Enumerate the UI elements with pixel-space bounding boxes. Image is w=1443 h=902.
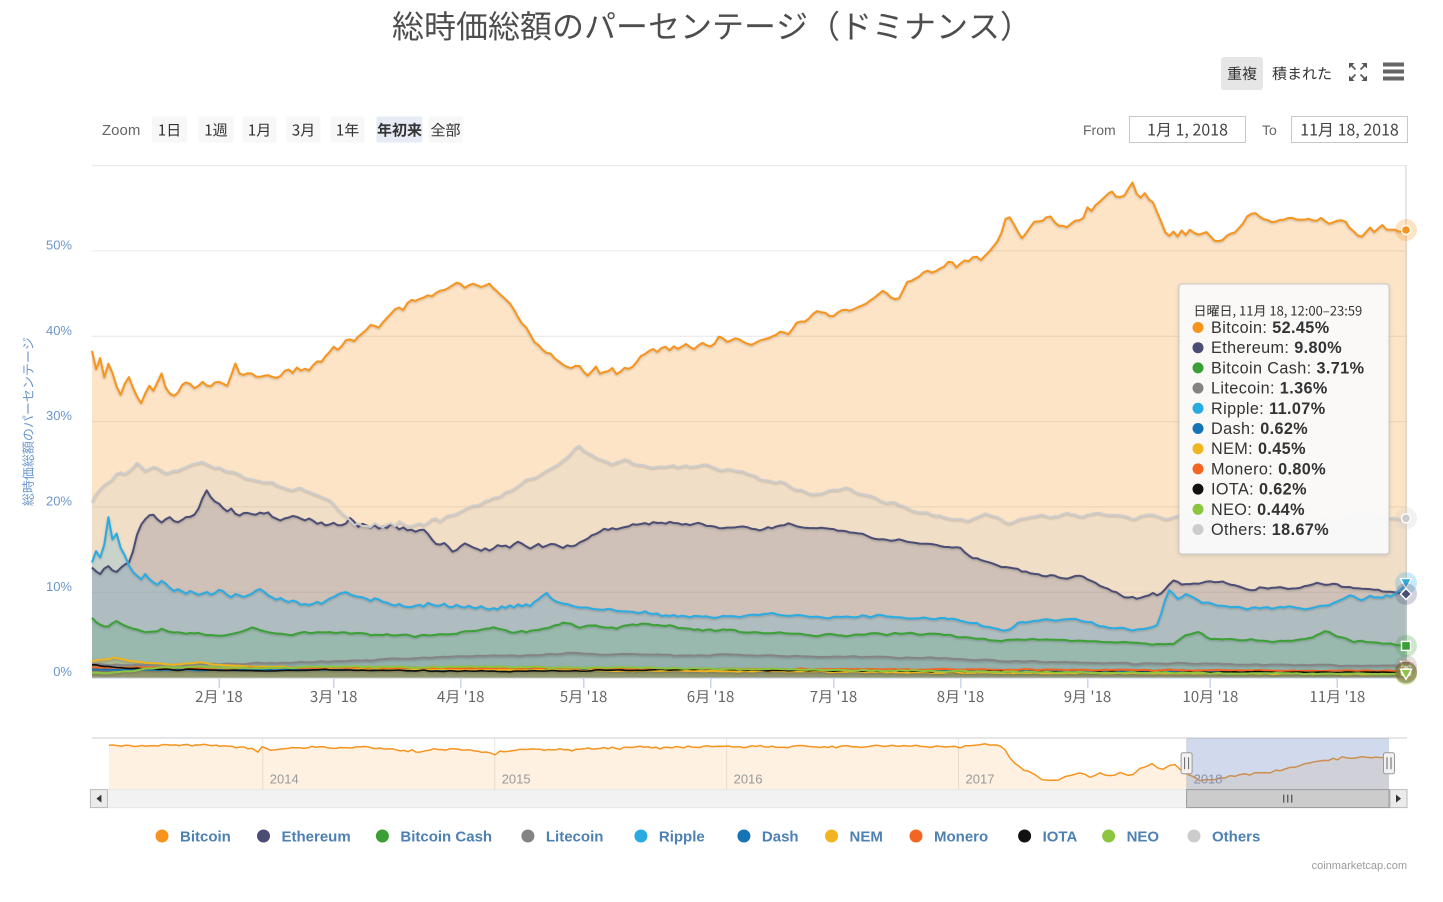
svg-text:Litecoin: 1.36%: Litecoin: 1.36% xyxy=(1211,380,1328,398)
svg-text:Dash: Dash xyxy=(762,829,799,846)
svg-text:0%: 0% xyxy=(53,664,72,679)
svg-text:20%: 20% xyxy=(46,493,72,508)
svg-text:NEO: 0.44%: NEO: 0.44% xyxy=(1211,501,1305,519)
svg-text:Ethereum: 9.80%: Ethereum: 9.80% xyxy=(1211,339,1342,357)
svg-text:Zoom: Zoom xyxy=(102,122,140,139)
svg-text:2015: 2015 xyxy=(502,772,531,787)
svg-text:From: From xyxy=(1083,122,1116,138)
svg-text:Dash: 0.62%: Dash: 0.62% xyxy=(1211,420,1308,438)
svg-text:50%: 50% xyxy=(46,237,72,252)
svg-text:40%: 40% xyxy=(46,323,72,338)
svg-text:Ethereum: Ethereum xyxy=(282,829,351,846)
svg-text:Bitcoin Cash: 3.71%: Bitcoin Cash: 3.71% xyxy=(1211,359,1364,377)
svg-text:2018: 2018 xyxy=(1194,772,1223,787)
svg-text:Others: Others xyxy=(1212,829,1260,846)
svg-text:IOTA: IOTA xyxy=(1043,829,1078,846)
svg-text:Bitcoin: Bitcoin xyxy=(180,829,231,846)
svg-text:Ripple: 11.07%: Ripple: 11.07% xyxy=(1211,400,1326,418)
svg-text:Bitcoin: 52.45%: Bitcoin: 52.45% xyxy=(1211,319,1330,337)
svg-text:NEM: 0.45%: NEM: 0.45% xyxy=(1211,440,1306,458)
svg-text:Ripple: Ripple xyxy=(659,829,705,846)
svg-text:coinmarketcap.com: coinmarketcap.com xyxy=(1312,860,1407,872)
svg-text:To: To xyxy=(1262,122,1277,138)
svg-text:Monero: 0.80%: Monero: 0.80% xyxy=(1211,460,1326,478)
svg-text:Monero: Monero xyxy=(934,829,988,846)
svg-text:10%: 10% xyxy=(46,579,72,594)
svg-text:Bitcoin Cash: Bitcoin Cash xyxy=(400,829,492,846)
svg-text:NEM: NEM xyxy=(850,829,883,846)
svg-text:2014: 2014 xyxy=(270,772,299,787)
svg-text:Others: 18.67%: Others: 18.67% xyxy=(1211,521,1329,539)
svg-text:IOTA: 0.62%: IOTA: 0.62% xyxy=(1211,481,1307,499)
svg-text:2016: 2016 xyxy=(734,772,763,787)
svg-text:Litecoin: Litecoin xyxy=(546,829,604,846)
svg-text:NEO: NEO xyxy=(1127,829,1160,846)
svg-text:30%: 30% xyxy=(46,408,72,423)
svg-text:2017: 2017 xyxy=(966,772,995,787)
